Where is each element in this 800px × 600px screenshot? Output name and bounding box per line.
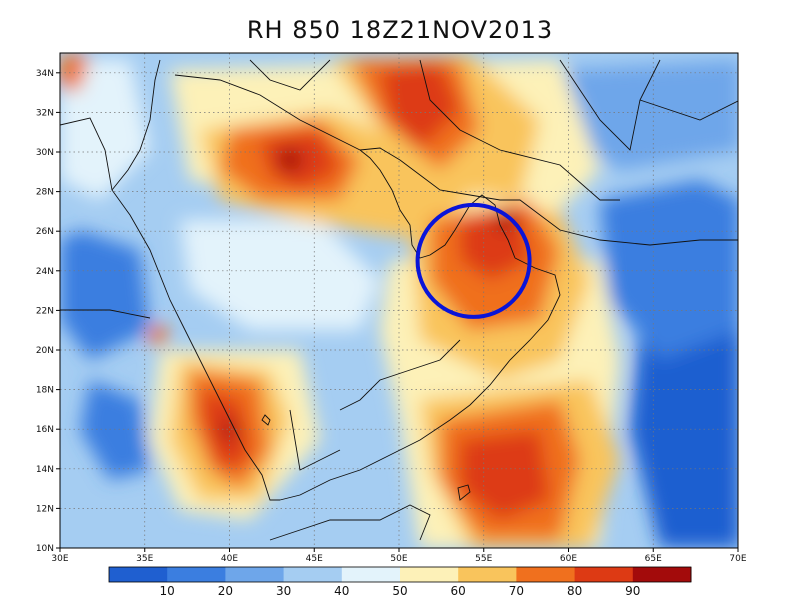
colorbar-swatch [283, 567, 343, 582]
highlight-circle [415, 202, 532, 319]
colorbar-label: 60 [451, 584, 466, 598]
lat-tick-label: 18N [36, 386, 54, 396]
lat-tick-label: 20N [36, 346, 54, 356]
colorbar-swatch [225, 567, 285, 582]
lat-tick-label: 34N [36, 69, 54, 79]
lat-tick-label: 16N [36, 425, 54, 435]
colorbar-swatch [458, 567, 517, 582]
colorbar-label: 40 [334, 584, 349, 598]
map-axes: 34N32N30N28N26N24N22N20N18N16N14N12N10N3… [36, 69, 747, 564]
colorbar-swatch [632, 567, 692, 582]
colorbar-label: 20 [218, 584, 233, 598]
lon-tick-label: 60E [560, 554, 577, 564]
lon-tick-label: 40E [221, 554, 238, 564]
lat-tick-label: 32N [36, 108, 54, 118]
colorbar-label: 50 [392, 584, 407, 598]
colorbar-label: 10 [160, 584, 175, 598]
lat-tick-label: 28N [36, 188, 54, 198]
lon-tick-label: 45E [306, 554, 323, 564]
colorbar-swatch [341, 567, 401, 582]
lat-tick-label: 14N [36, 465, 54, 475]
colorbar-swatch [109, 567, 168, 582]
lat-tick-label: 10N [36, 544, 54, 554]
colorbar-label: 30 [276, 584, 291, 598]
lat-tick-label: 12N [36, 504, 54, 514]
colorbar-frame [108, 566, 692, 583]
lon-tick-label: 70E [729, 554, 746, 564]
lat-tick-label: 22N [36, 306, 54, 316]
colorbar-label: 80 [567, 584, 582, 598]
lat-tick-label: 30N [36, 148, 54, 158]
lon-tick-label: 50E [390, 554, 407, 564]
lat-tick-label: 26N [36, 227, 54, 237]
colorbar-label: 90 [625, 584, 640, 598]
colorbar-swatch [167, 567, 226, 582]
map-title: RH 850 18Z21NOV2013 [246, 16, 554, 44]
lon-tick-label: 65E [645, 554, 662, 564]
plot-frame [59, 52, 739, 549]
colorbar-swatch [400, 567, 459, 582]
lon-tick-label: 55E [475, 554, 492, 564]
rh-contour-field [60, 53, 738, 548]
colorbar-swatch [574, 567, 634, 582]
lon-tick-label: 30E [51, 554, 68, 564]
graticule [60, 53, 738, 548]
lat-tick-label: 24N [36, 267, 54, 277]
colorbar: 10 20 30 40 50 60 70 80 90 [108, 566, 692, 598]
colorbar-label: 70 [509, 584, 524, 598]
lon-tick-label: 35E [136, 554, 153, 564]
colorbar-swatch [516, 567, 576, 582]
coastlines [60, 59, 738, 541]
